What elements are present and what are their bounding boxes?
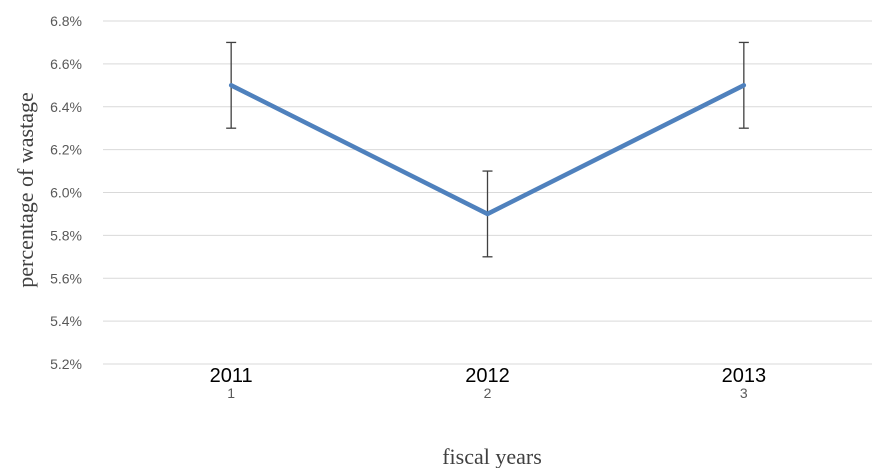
y-axis-title: percentage of wastage [13,92,38,287]
series-line [228,83,747,217]
x-category-label: 2012 [465,365,510,387]
y-tick-label: 6.6% [50,56,82,72]
x-index-label: 2 [484,385,492,401]
x-index-label: 3 [740,385,748,401]
x-category-label: 2011 [210,365,253,387]
y-tick-label: 6.8% [50,13,82,29]
x-category-label: 2013 [722,365,767,387]
x-index-label: 1 [227,385,235,401]
y-tick-label: 6.2% [50,142,82,158]
y-tick-label: 6.4% [50,99,82,115]
y-tick-label: 5.2% [50,356,82,372]
x-axis-title: fiscal years [442,444,542,468]
y-tick-label: 5.8% [50,227,82,243]
y-tick-label: 6.0% [50,185,82,201]
y-tick-label: 5.4% [50,313,82,329]
y-tick-label: 5.6% [50,270,82,286]
series-lines [228,83,747,217]
y-axis-tick-labels: 5.2% 5.4% 5.6% 5.8% 6.0% 6.2% 6.4% 6.6% 6.8% [50,13,82,372]
